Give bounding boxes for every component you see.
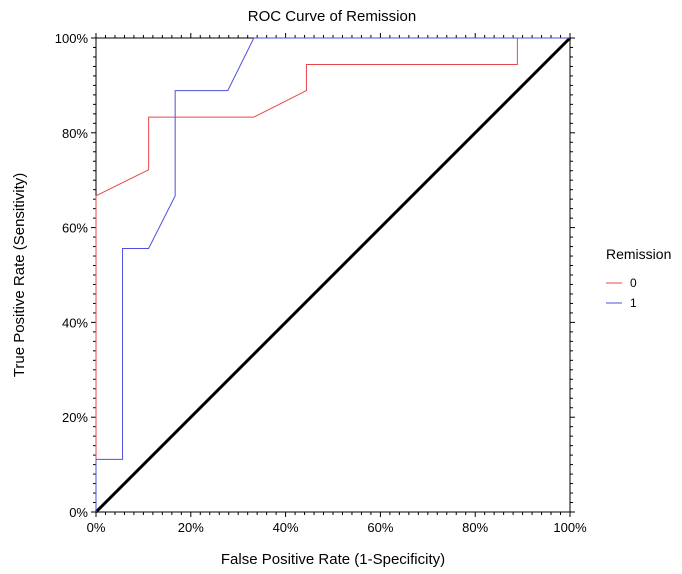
series-line-0: [95, 37, 570, 512]
axis-tick-labels: 0% 20% 40% 60% 80% 100% 0% 20% 40% 60% 80% 100%: [55, 31, 587, 535]
y-tick-label: 100%: [55, 31, 89, 46]
legend-title: Remission: [606, 246, 671, 262]
x-tick-label: 100%: [553, 520, 587, 535]
x-axis-title: False Positive Rate (1-Specificity): [221, 551, 445, 568]
chart-title: ROC Curve of Remission: [248, 8, 416, 25]
x-tick-label: 0%: [87, 520, 106, 535]
y-tick-label: 40%: [62, 315, 88, 330]
series-layer: [95, 37, 570, 512]
x-tick-label: 40%: [273, 520, 299, 535]
legend: Remission 0 1: [606, 246, 671, 310]
y-axis-title: True Positive Rate (Sensitivity): [11, 173, 28, 378]
y-tick-label: 0%: [69, 505, 88, 520]
x-tick-label: 20%: [178, 520, 204, 535]
y-tick-label: 80%: [62, 126, 88, 141]
series-line-1: [95, 37, 570, 512]
legend-label-0: 0: [630, 276, 637, 290]
y-tick-label: 20%: [62, 410, 88, 425]
y-tick-label: 60%: [62, 221, 88, 236]
x-tick-label: 60%: [367, 520, 393, 535]
x-tick-label: 80%: [462, 520, 488, 535]
reference-diagonal-line: [94, 36, 572, 514]
legend-label-1: 1: [630, 296, 637, 310]
